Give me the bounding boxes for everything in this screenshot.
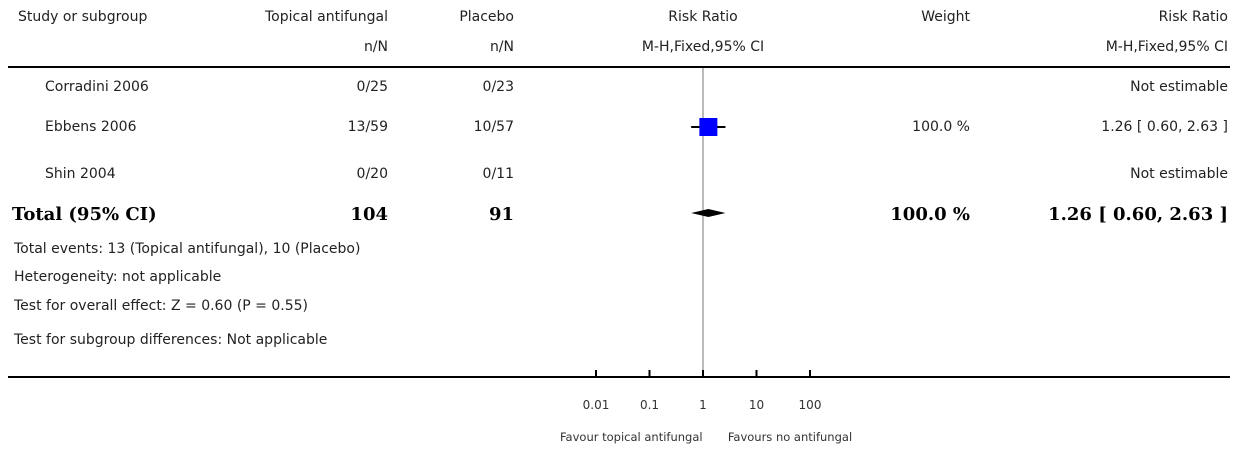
study-name: Corradini 2006 xyxy=(45,79,149,95)
study-control: 0/23 xyxy=(482,79,514,95)
header-plot: Risk Ratio xyxy=(668,9,738,25)
total-control: 91 xyxy=(488,204,514,225)
header-control-sub: n/N xyxy=(489,39,514,55)
header-plot-sub: M-H,Fixed,95% CI xyxy=(641,39,765,55)
header-treatment: Topical antifungal xyxy=(265,9,388,25)
study-effect: Not estimable xyxy=(1130,79,1228,95)
study-weight: 100.0 % xyxy=(912,119,970,135)
study-treatment: 0/20 xyxy=(356,166,388,182)
footnote-heterogeneity: Heterogeneity: not applicable xyxy=(14,269,222,285)
total-label: Total (95% CI) xyxy=(12,204,157,225)
footnote-events: Total events: 13 (Topical antifungal), 1… xyxy=(14,241,361,257)
favours-left-label: Favour topical antifungal xyxy=(560,430,703,444)
total-treatment: 104 xyxy=(350,204,388,225)
pooled-diamond xyxy=(691,209,726,217)
study-name: Shin 2004 xyxy=(45,166,116,182)
total-effect: 1.26 [ 0.60, 2.63 ] xyxy=(1048,204,1228,225)
header-effect: Risk Ratio xyxy=(1158,9,1228,25)
footnote-overall-effect: Test for overall effect: Z = 0.60 (P = 0… xyxy=(14,298,308,314)
study-treatment: 0/25 xyxy=(356,79,388,95)
study-treatment: 13/59 xyxy=(347,119,388,135)
axis-tick-label: 1 xyxy=(699,398,707,412)
header-weight: Weight xyxy=(921,9,970,25)
header-treatment-sub: n/N xyxy=(363,39,388,55)
total-weight: 100.0 % xyxy=(890,204,970,225)
header-effect-sub: M-H,Fixed,95% CI xyxy=(1105,39,1228,55)
study-effect: 1.26 [ 0.60, 2.63 ] xyxy=(1101,119,1228,135)
header-study: Study or subgroup xyxy=(18,9,148,25)
header-control: Placebo xyxy=(459,9,514,25)
axis-tick-label: 0.1 xyxy=(640,398,659,412)
study-effect-box xyxy=(699,118,718,136)
axis-tick-label: 10 xyxy=(749,398,764,412)
favours-right-label: Favours no antifungal xyxy=(727,430,853,444)
axis-tick-label: 0.01 xyxy=(583,398,610,412)
footnote-subgroup: Test for subgroup differences: Not appli… xyxy=(14,332,328,348)
header-rule xyxy=(8,66,1230,68)
axis-tick-label: 100 xyxy=(799,398,822,412)
study-effect: Not estimable xyxy=(1130,166,1228,182)
bottom-rule xyxy=(8,376,1230,378)
study-name: Ebbens 2006 xyxy=(45,119,137,135)
study-control: 10/57 xyxy=(473,119,514,135)
study-control: 0/11 xyxy=(482,166,514,182)
